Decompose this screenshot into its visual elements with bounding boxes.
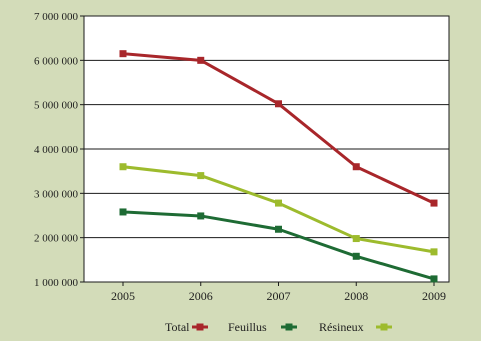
data-point <box>275 225 282 233</box>
data-point <box>119 208 127 216</box>
y-tick-label: 3 000 000 <box>34 188 79 200</box>
legend-label: Résineux <box>319 320 364 334</box>
data-point <box>430 199 438 207</box>
legend-item-resineux: Résineux <box>319 320 392 334</box>
y-tick-label: 7 000 000 <box>34 11 79 23</box>
series-resineux <box>119 163 438 256</box>
data-point <box>352 252 360 260</box>
x-axis-ticks: 2005 2006 2007 2008 2009 <box>111 282 446 303</box>
y-tick-label: 1 000 000 <box>34 277 79 289</box>
data-point <box>430 248 438 256</box>
y-axis-ticks: 1 000 000 2 000 000 3 000 000 4 000 000 5 00… <box>34 11 84 289</box>
x-tick-label: 2007 <box>267 289 291 303</box>
x-tick-label: 2005 <box>111 289 135 303</box>
legend-item-total: Total <box>165 320 208 334</box>
data-point <box>197 212 205 220</box>
data-point <box>430 275 438 283</box>
y-tick-label: 5 000 000 <box>34 100 79 112</box>
x-tick-label: 2008 <box>344 289 368 303</box>
data-point <box>119 163 127 171</box>
legend-swatch-marker <box>285 323 293 331</box>
legend-swatch-marker <box>196 323 204 331</box>
x-tick-label: 2009 <box>422 289 446 303</box>
y-tick-label: 2 000 000 <box>34 233 79 245</box>
series <box>119 50 438 283</box>
series-feuillus <box>119 208 438 283</box>
x-tick-label: 2006 <box>189 289 213 303</box>
legend: Total Feuillus Résineux <box>165 320 392 334</box>
data-point <box>352 235 360 243</box>
data-point <box>197 56 205 64</box>
series-total <box>119 50 438 207</box>
data-point <box>275 100 282 108</box>
legend-swatch-marker <box>380 323 388 331</box>
legend-label: Total <box>165 320 190 334</box>
data-point <box>352 163 360 171</box>
data-point <box>275 199 282 207</box>
data-point <box>119 50 127 58</box>
y-tick-label: 4 000 000 <box>34 144 79 156</box>
data-point <box>197 172 205 180</box>
legend-label: Feuillus <box>228 320 267 334</box>
y-tick-label: 6 000 000 <box>34 55 79 67</box>
legend-item-feuillus: Feuillus <box>228 320 297 334</box>
gridlines <box>84 59 449 239</box>
